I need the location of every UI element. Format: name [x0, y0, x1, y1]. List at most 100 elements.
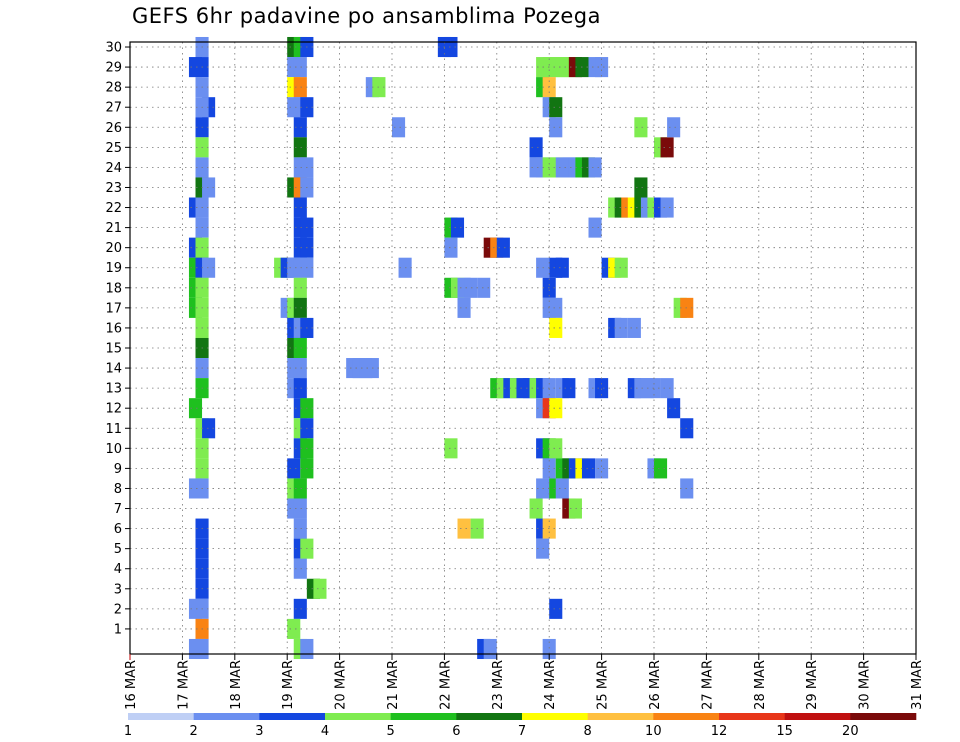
- heatmap-cell: [588, 217, 602, 238]
- x-tick-label: 26 MAR: [648, 660, 663, 710]
- heatmap-cell: [549, 117, 563, 138]
- heatmap-cell: [660, 378, 674, 399]
- y-tick-label: 4: [114, 562, 122, 577]
- heatmap-cell: [667, 117, 681, 138]
- y-tick-label: 16: [105, 321, 122, 336]
- heatmap-cell: [293, 337, 307, 359]
- heatmap-cell: [568, 498, 582, 519]
- x-tick-label: 18 MAR: [229, 660, 244, 710]
- y-tick-label: 28: [105, 81, 122, 96]
- heatmap-cell: [293, 498, 307, 519]
- y-tick-label: 27: [105, 101, 122, 116]
- y-tick-label: 25: [105, 141, 122, 156]
- legend-label: 6: [452, 724, 460, 739]
- grid-layer: [130, 42, 916, 654]
- legend-label: 15: [776, 724, 793, 739]
- y-tick-label: 8: [114, 482, 122, 497]
- heatmap-cell: [562, 378, 576, 399]
- heatmap-cell: [555, 257, 569, 278]
- y-tick-label: 10: [105, 442, 122, 457]
- y-tick-label: 11: [105, 422, 122, 437]
- heatmap-cell: [549, 97, 563, 118]
- x-tick-label: 29 MAR: [805, 660, 820, 710]
- heatmap-cell: [293, 117, 307, 138]
- x-tick-label: 30 MAR: [858, 660, 873, 710]
- heatmap-cell: [595, 378, 609, 399]
- legend-label: 3: [255, 724, 263, 739]
- heatmap-cell: [660, 137, 674, 158]
- heatmap-cell: [496, 237, 510, 258]
- y-tick-label: 5: [114, 542, 122, 557]
- legend-label: 1: [124, 724, 132, 739]
- legend-color-swatch: [719, 713, 785, 720]
- heatmap-cell: [195, 638, 209, 660]
- legend-label: 7: [518, 724, 526, 739]
- legend-label: 5: [387, 724, 395, 739]
- legend-label: 2: [190, 724, 198, 739]
- legend-color-swatch: [850, 713, 917, 720]
- legend-color-swatch: [522, 713, 588, 720]
- heatmap-cell: [287, 618, 301, 639]
- cells-layer: [188, 36, 694, 660]
- heatmap-cell: [457, 518, 471, 539]
- heatmap-cell: [529, 498, 543, 519]
- heatmap-cell: [293, 77, 307, 98]
- heatmap-cell: [483, 638, 497, 660]
- chart-title: GEFS 6hr padavine po ansamblima Pozega: [132, 4, 602, 28]
- heatmap-cell: [444, 438, 458, 459]
- legend-color-swatch: [784, 713, 851, 720]
- heatmap-cell: [202, 177, 216, 198]
- heatmap-cell: [293, 137, 307, 158]
- y-tick-label: 21: [105, 221, 122, 236]
- legend-label: 10: [645, 724, 662, 739]
- heatmap-cell: [293, 277, 307, 298]
- x-axis: 16 MAR 17 MAR 18 MAR 19 MAR 20 MAR 21 MAR 22 M…: [124, 654, 925, 710]
- y-tick-label: 23: [105, 181, 122, 196]
- legend-color-swatch: [325, 713, 391, 720]
- legend-color-swatch: [653, 713, 720, 720]
- legend-label: 12: [711, 724, 728, 739]
- heatmap-cell: [581, 458, 596, 479]
- legend-label: 20: [842, 724, 859, 739]
- heatmap-cell: [188, 57, 203, 78]
- y-tick-label: 18: [105, 281, 122, 296]
- y-tick-label: 1: [114, 622, 122, 637]
- heatmap-cell: [392, 117, 406, 138]
- y-tick-label: 3: [114, 582, 122, 597]
- y-tick-label: 6: [114, 522, 122, 537]
- heatmap-cell: [450, 217, 465, 238]
- heatmap-cell: [614, 317, 628, 338]
- heatmap-cell: [614, 257, 628, 278]
- legend-color-swatch: [259, 713, 326, 720]
- heatmap-cell: [188, 398, 203, 419]
- heatmap-cell: [444, 237, 458, 258]
- heatmap-cell: [293, 297, 307, 318]
- y-tick-label: 22: [105, 201, 122, 216]
- y-tick-label: 29: [105, 61, 122, 76]
- heatmap-cell: [313, 578, 327, 599]
- y-axis: 1234567891011121314151617181920212223242…: [105, 41, 130, 637]
- heatmap-cell: [293, 197, 307, 218]
- heatmap-cell: [549, 438, 563, 459]
- y-tick-label: 9: [114, 462, 122, 477]
- x-tick-label: 16 MAR: [124, 660, 139, 710]
- heatmap-cell: [595, 57, 609, 78]
- heatmap-cell: [549, 317, 563, 338]
- heatmap-cell: [457, 297, 471, 318]
- heatmap-cell: [549, 598, 563, 619]
- x-tick-label: 27 MAR: [700, 660, 715, 710]
- y-tick-label: 17: [105, 301, 122, 316]
- y-tick-label: 7: [114, 502, 122, 517]
- heatmap-cell: [654, 458, 668, 479]
- heatmap-cell: [293, 558, 307, 579]
- heatmap-cell: [549, 297, 563, 318]
- heatmap-cell: [627, 317, 641, 338]
- y-tick-label: 19: [105, 261, 122, 276]
- heatmap-cell: [634, 117, 648, 138]
- y-tick-label: 2: [114, 602, 122, 617]
- heatmap-cell: [555, 478, 569, 499]
- heatmap-cell: [293, 478, 307, 499]
- heatmap-cell: [293, 518, 307, 539]
- x-tick-label: 20 MAR: [334, 660, 349, 710]
